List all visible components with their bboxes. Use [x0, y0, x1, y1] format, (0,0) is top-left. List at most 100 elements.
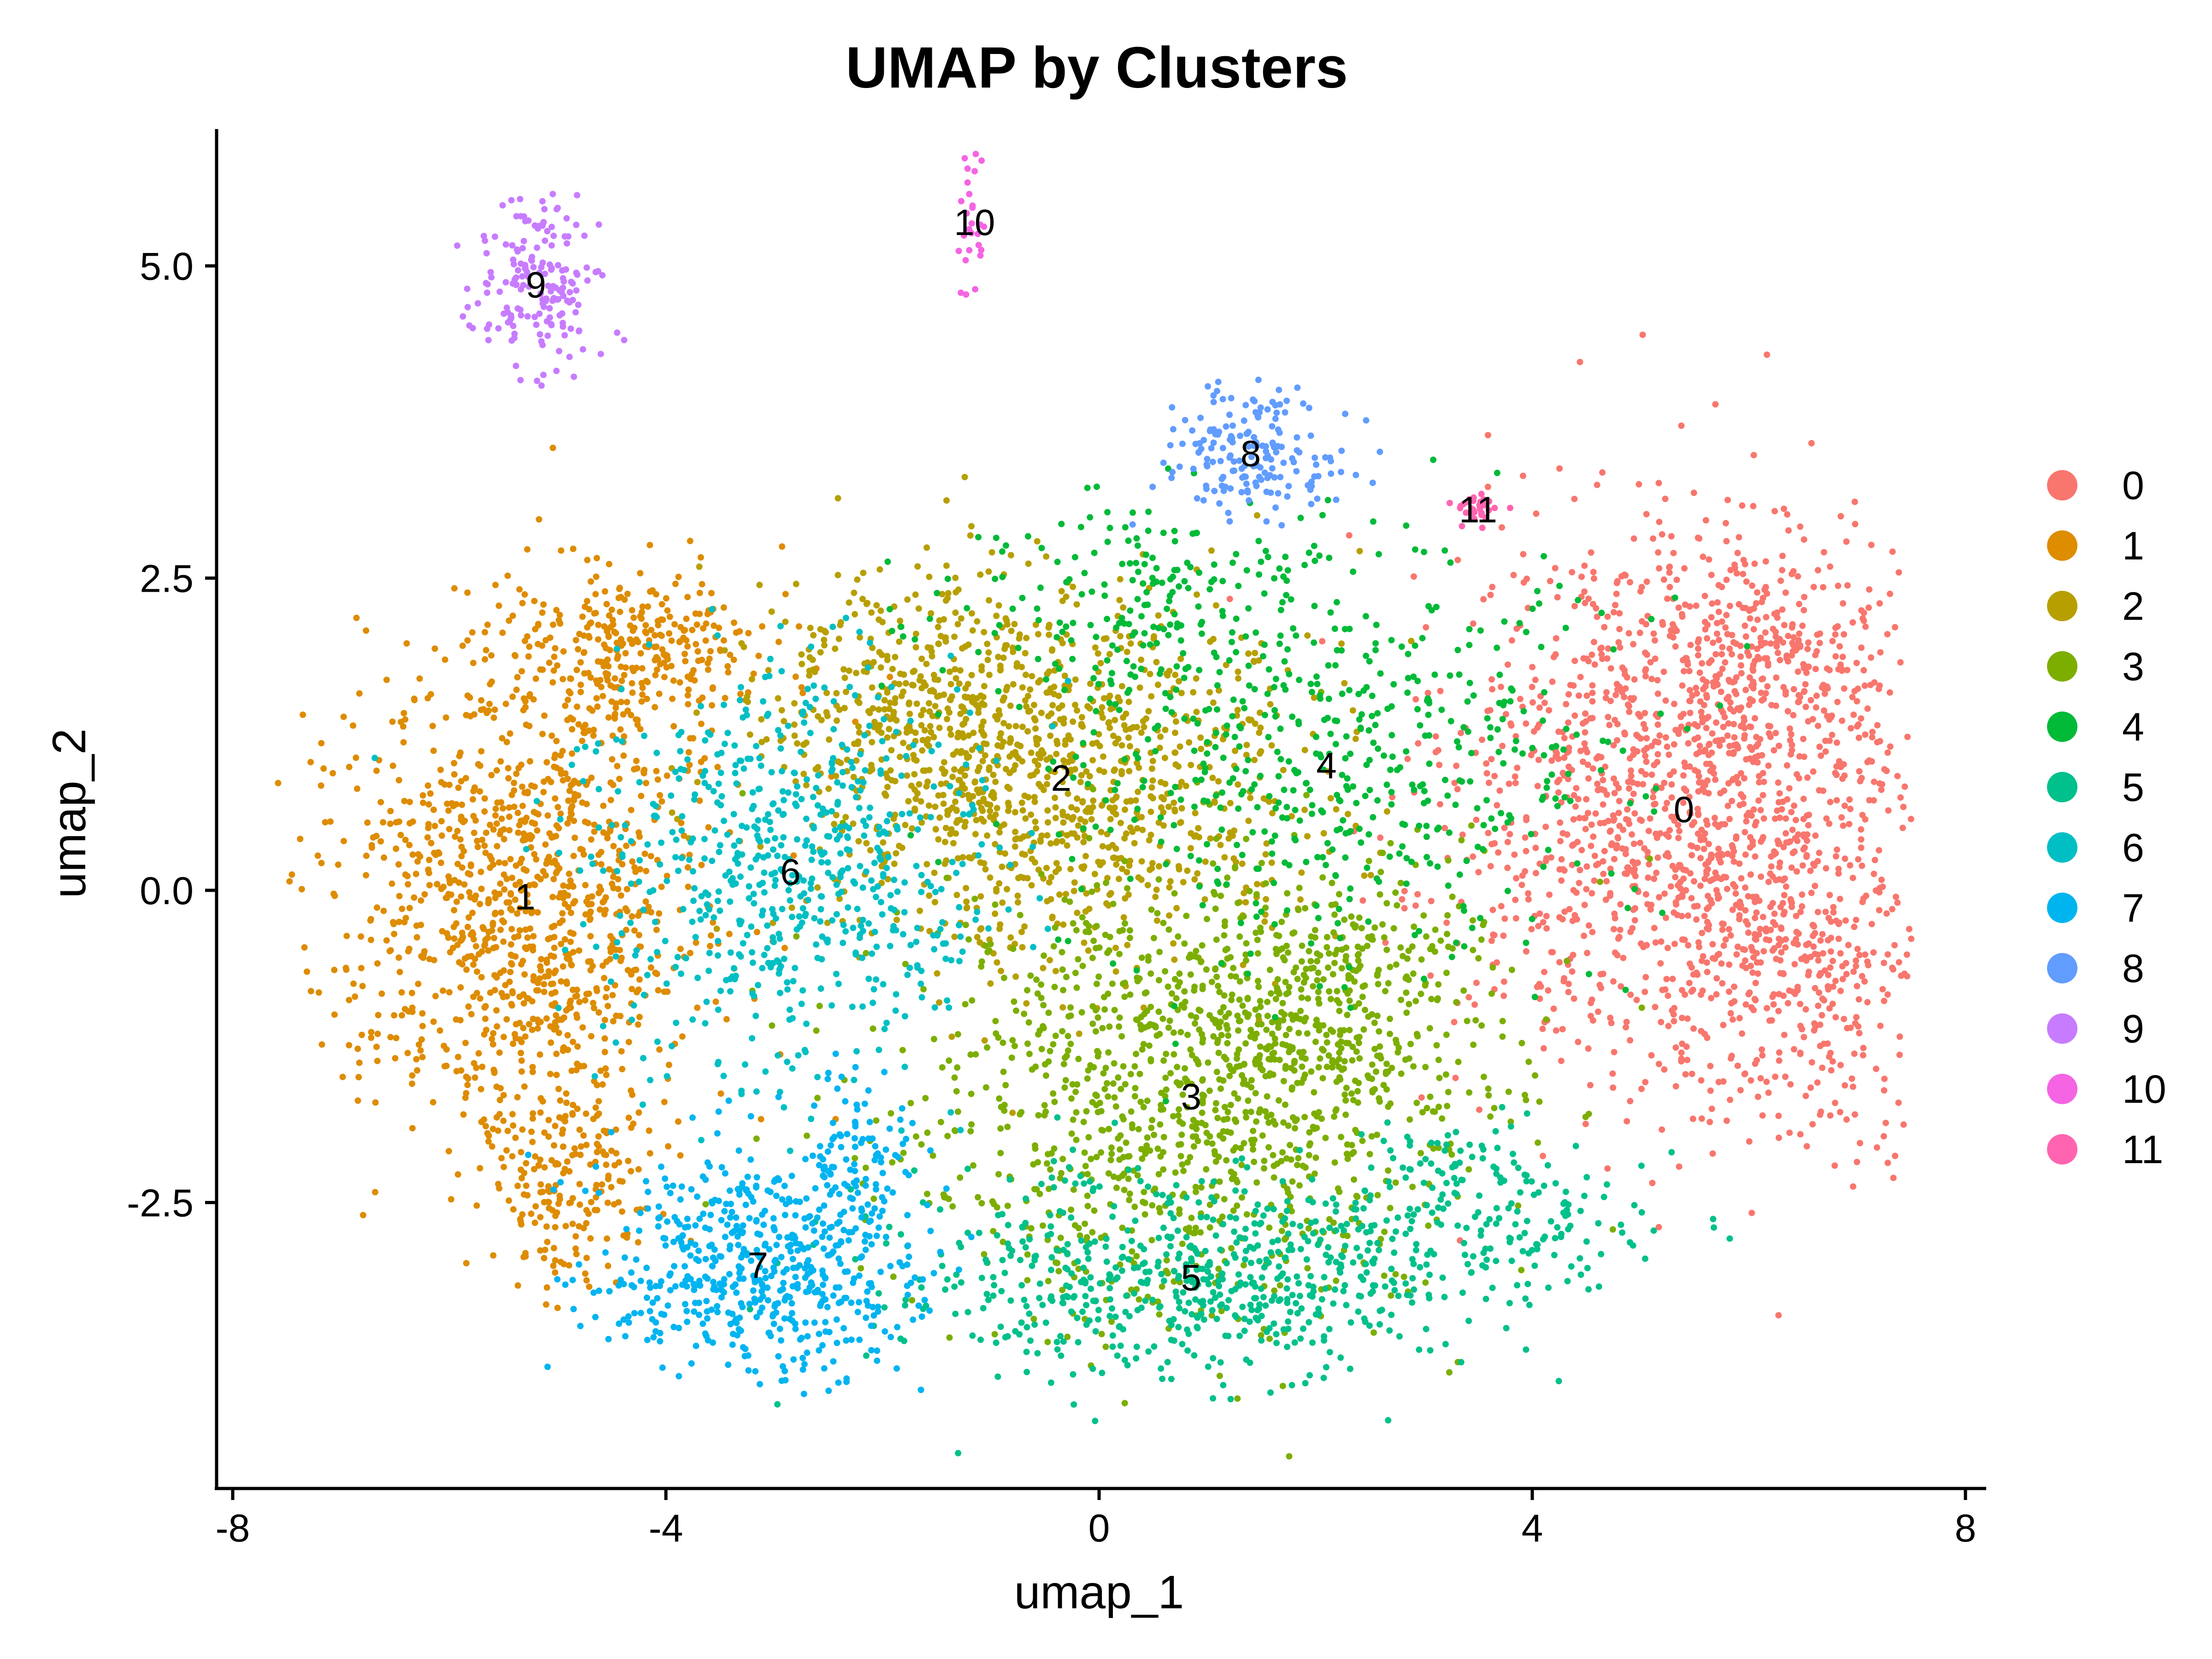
cluster-0-point: [1753, 734, 1760, 741]
cluster-1-point: [442, 714, 449, 721]
cluster-0-point: [1542, 824, 1549, 830]
cluster-2-point: [1247, 794, 1254, 801]
cluster-0-point: [1827, 799, 1834, 806]
cluster-1-point: [547, 1071, 554, 1077]
cluster-0-point: [1712, 651, 1719, 658]
cluster-3-point: [992, 901, 999, 908]
cluster-1-point: [318, 1041, 325, 1048]
cluster-0-point: [1557, 819, 1564, 826]
cluster-0-point: [1771, 747, 1777, 754]
cluster-1-point: [618, 1048, 625, 1055]
cluster-2-point: [941, 839, 948, 846]
cluster-2-point: [978, 723, 985, 730]
cluster-0-point: [1828, 918, 1835, 925]
cluster-0-point: [1666, 583, 1673, 590]
cluster-0-point: [1589, 929, 1596, 935]
cluster-0-point: [1536, 704, 1543, 711]
cluster-1-point: [615, 886, 622, 893]
cluster-0-point: [1648, 1052, 1655, 1059]
cluster-1-point: [525, 653, 532, 660]
cluster-1-point: [558, 941, 565, 947]
cluster-2-point: [831, 821, 837, 828]
cluster-1-point: [560, 882, 567, 889]
cluster-1-point: [605, 1176, 612, 1182]
cluster-1-point: [647, 853, 654, 859]
cluster-1-point: [631, 624, 638, 631]
cluster-1-point: [499, 917, 506, 924]
cluster-1-point: [500, 835, 507, 842]
cluster-1-point: [475, 1050, 482, 1057]
cluster-0-point: [1643, 651, 1650, 658]
cluster-0-point: [1800, 795, 1807, 802]
cluster-0-point: [1573, 916, 1580, 923]
cluster-1-point: [354, 1045, 361, 1052]
cluster-1-point: [497, 970, 504, 977]
cluster-1-point: [441, 1063, 448, 1070]
cluster-1-point: [521, 971, 528, 978]
cluster-0-point: [1592, 810, 1599, 817]
cluster-1-point: [579, 799, 586, 806]
cluster-0-point: [1399, 896, 1406, 903]
cluster-0-point: [1852, 521, 1859, 528]
cluster-1-point: [653, 768, 660, 775]
cluster-0-point: [1677, 885, 1684, 892]
cluster-1-point: [572, 1233, 579, 1240]
cluster-0-point: [1744, 921, 1751, 928]
cluster-2-point: [1165, 803, 1172, 810]
cluster-0-point: [1577, 674, 1584, 681]
cluster-2-point: [1004, 783, 1011, 790]
cluster-2-point: [893, 850, 900, 857]
cluster-2-point: [1007, 737, 1014, 744]
cluster-0-point: [1827, 948, 1834, 955]
cluster-1-point: [653, 926, 660, 933]
cluster-2-point: [1062, 741, 1069, 748]
cluster-0-point: [1631, 917, 1638, 924]
cluster-0-point: [1571, 995, 1577, 1002]
cluster-1-point: [464, 589, 471, 596]
cluster-3-point: [1113, 1184, 1120, 1191]
cluster-0-point: [1764, 351, 1771, 358]
cluster-3-point: [1144, 1097, 1151, 1104]
cluster-2-point: [929, 653, 935, 660]
cluster-1-point: [493, 1007, 500, 1014]
cluster-1-point: [696, 697, 703, 704]
cluster-0-point: [1791, 961, 1798, 968]
cluster-0-point: [1627, 579, 1634, 586]
cluster-1-point: [566, 956, 573, 963]
cluster-0-point: [1672, 1083, 1679, 1090]
cluster-1-point: [566, 1200, 573, 1206]
cluster-1-point: [503, 876, 510, 882]
cluster-1-point: [530, 977, 537, 984]
cluster-0-point: [1788, 898, 1794, 905]
cluster-0-point: [1889, 548, 1896, 555]
cluster-0-point: [1654, 759, 1661, 765]
cluster-1-point: [582, 1270, 588, 1277]
cluster-0-point: [1817, 1042, 1824, 1049]
cluster-0-point: [1815, 723, 1822, 729]
cluster-1-point: [552, 1269, 559, 1276]
cluster-0-point: [1871, 871, 1877, 877]
cluster-1-point: [587, 967, 594, 974]
cluster-2-point: [1000, 654, 1007, 661]
cluster-1-point: [564, 1032, 571, 1039]
cluster-0-point: [1693, 916, 1700, 923]
cluster-0-point: [1801, 688, 1808, 694]
cluster-2-point: [1019, 944, 1026, 951]
cluster-1-point: [485, 900, 492, 906]
cluster-1-point: [514, 1182, 521, 1189]
cluster-0-point: [1728, 1053, 1735, 1059]
cluster-2-point: [1022, 671, 1029, 678]
cluster-3-point: [1221, 932, 1228, 939]
cluster-0-point: [1688, 852, 1695, 859]
cluster-0-point: [1685, 740, 1692, 747]
cluster-0-point: [1548, 757, 1555, 764]
cluster-0-point: [1893, 894, 1900, 900]
cluster-0-point: [1543, 855, 1550, 862]
cluster-1-point: [466, 694, 473, 701]
cluster-2-point: [1195, 825, 1202, 832]
cluster-0-point: [1740, 794, 1747, 800]
cluster-1-point: [438, 859, 444, 866]
cluster-1-point: [634, 765, 641, 772]
cluster-2-point: [1076, 1030, 1082, 1037]
cluster-1-point: [569, 803, 576, 810]
